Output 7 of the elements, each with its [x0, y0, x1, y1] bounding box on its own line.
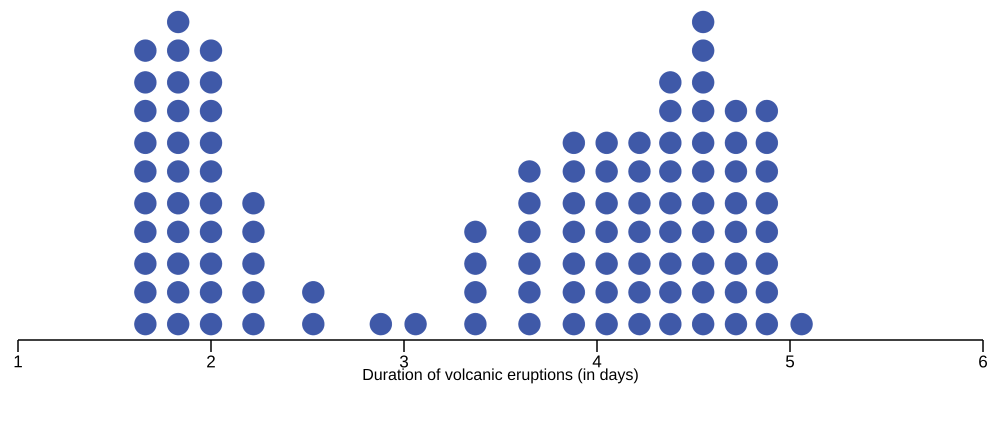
x-tick-label: 4 — [592, 356, 602, 368]
x-tick-label: 6 — [979, 356, 987, 368]
x-tick-label: 5 — [786, 356, 794, 368]
x-tick-label: 1 — [14, 356, 22, 368]
x-tick-label: 2 — [207, 356, 215, 368]
x-tick-label: 3 — [400, 356, 408, 368]
x-axis-title: Duration of volcanic eruptions (in days) — [364, 368, 638, 384]
